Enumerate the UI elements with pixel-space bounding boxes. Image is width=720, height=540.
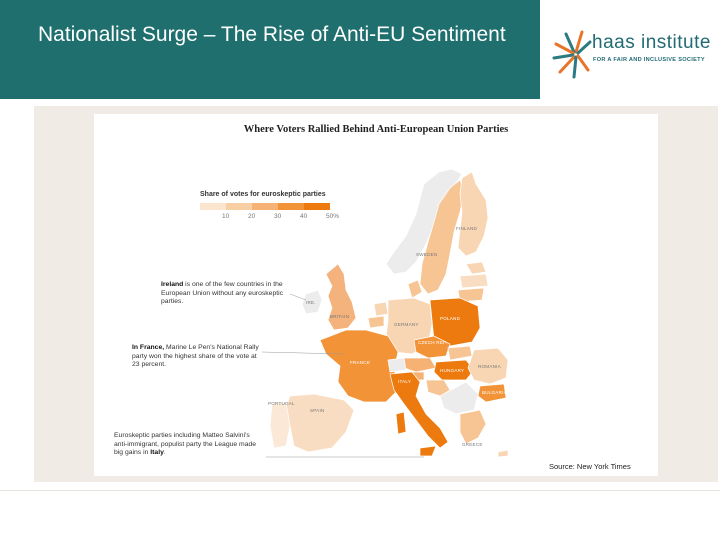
leader-line-france (261, 351, 345, 355)
note-italy-bold: Italy (150, 449, 164, 457)
map-title: Where Voters Rallied Behind Anti-Europea… (243, 124, 509, 135)
legend-tick-label: 20 (248, 213, 256, 220)
footer-divider (0, 490, 720, 491)
haas-institute-logo: haas institute FOR A FAIR AND INCLUSIVE … (552, 28, 717, 80)
latvia-shape (459, 273, 489, 289)
note-ireland: Ireland is one of the few countries in t… (161, 281, 289, 307)
italy-shape (389, 371, 449, 449)
czech-shape (413, 335, 451, 359)
label-germany: GERMANY (394, 322, 419, 327)
note-ireland-bold: Ireland (161, 281, 184, 288)
estonia-shape (465, 261, 487, 275)
logo-tagline: FOR A FAIR AND INCLUSIVE SOCIETY (593, 57, 705, 63)
label-sweden: SWEDEN (416, 252, 437, 257)
label-finland: FINLAND (456, 226, 478, 231)
sardinia-shape (395, 411, 407, 435)
map-legend: Share of votes for euroskeptic parties 1… (200, 191, 340, 220)
romania-shape (467, 347, 509, 385)
note-italy-pre: Euroskeptic parties including Matteo Sal… (114, 432, 257, 457)
note-ireland-text: is one of the few countries in the Europ… (161, 281, 284, 306)
legend-tick-label: 50% (326, 213, 340, 220)
france-shape (319, 329, 401, 403)
note-france: In France, Marine Le Pen's National Rall… (132, 344, 264, 370)
legend-swatch (226, 203, 252, 210)
label-bulgaria: BULGARIA (482, 390, 508, 395)
logo-wordmark: haas institute (592, 32, 711, 53)
note-italy: Euroskeptic parties including Matteo Sal… (114, 432, 264, 458)
legend-swatch (200, 203, 226, 210)
switzerland-shape (387, 357, 407, 373)
finland-shape (457, 171, 489, 257)
map-figure: Where Voters Rallied Behind Anti-Europea… (94, 114, 658, 476)
note-france-text: Marine Le Pen's National Rally party won… (132, 344, 259, 369)
label-france: FRANCE (350, 360, 370, 365)
note-italy-post: . (163, 449, 166, 457)
label-czech: CZECH REP. (418, 340, 447, 345)
greece-shape (459, 409, 487, 445)
poland-shape (429, 297, 481, 347)
note-france-bold: In France, (132, 344, 165, 351)
portugal-shape (269, 401, 291, 449)
label-britain: BRITAIN (330, 314, 349, 319)
legend-color-scale (200, 203, 330, 210)
sicily-shape (419, 445, 437, 457)
hungary-shape (433, 359, 475, 381)
austria-shape (403, 357, 437, 373)
legend-tick-label: 40 (300, 213, 308, 220)
britain-shape (325, 263, 357, 331)
label-portugal: PORTUGAL (268, 401, 295, 406)
bulgaria-shape (477, 383, 507, 403)
legend-title: Share of votes for euroskeptic parties (200, 191, 326, 198)
legend-swatch (278, 203, 304, 210)
label-poland: POLAND (440, 316, 461, 321)
legend-tick-label: 30 (274, 213, 282, 220)
legend-swatch (304, 203, 330, 210)
norway-shape (385, 168, 463, 275)
label-greece: GREECE (462, 442, 483, 447)
label-romania: ROMANIA (478, 364, 502, 369)
label-hungary: HUNGARY (440, 368, 464, 373)
europe-map: FINLAND SWEDEN IRE. BRITAIN GERMANY POLA… (261, 168, 509, 458)
slovakia-shape (447, 345, 473, 361)
belgium-shape (367, 315, 385, 329)
label-spain: SPAIN (310, 408, 324, 413)
label-italy: ITALY (398, 379, 411, 384)
legend-tick-label: 10 (222, 213, 230, 220)
netherlands-shape (373, 301, 389, 317)
legend-ticks: 10 20 30 40 50% (200, 213, 340, 223)
legend-swatch (252, 203, 278, 210)
ireland-shape (301, 289, 323, 315)
balkans-shape (439, 381, 479, 415)
cyprus-shape (497, 449, 509, 458)
starburst-logo-icon (552, 30, 592, 79)
denmark-shape (407, 279, 423, 299)
leader-line-ireland (289, 293, 307, 301)
slide-header: Nationalist Surge – The Rise of Anti-EU … (0, 0, 540, 99)
source-credit: Source: New York Times (549, 462, 631, 471)
label-ireland: IRE. (306, 300, 316, 305)
slide-title: Nationalist Surge – The Rise of Anti-EU … (38, 23, 506, 46)
